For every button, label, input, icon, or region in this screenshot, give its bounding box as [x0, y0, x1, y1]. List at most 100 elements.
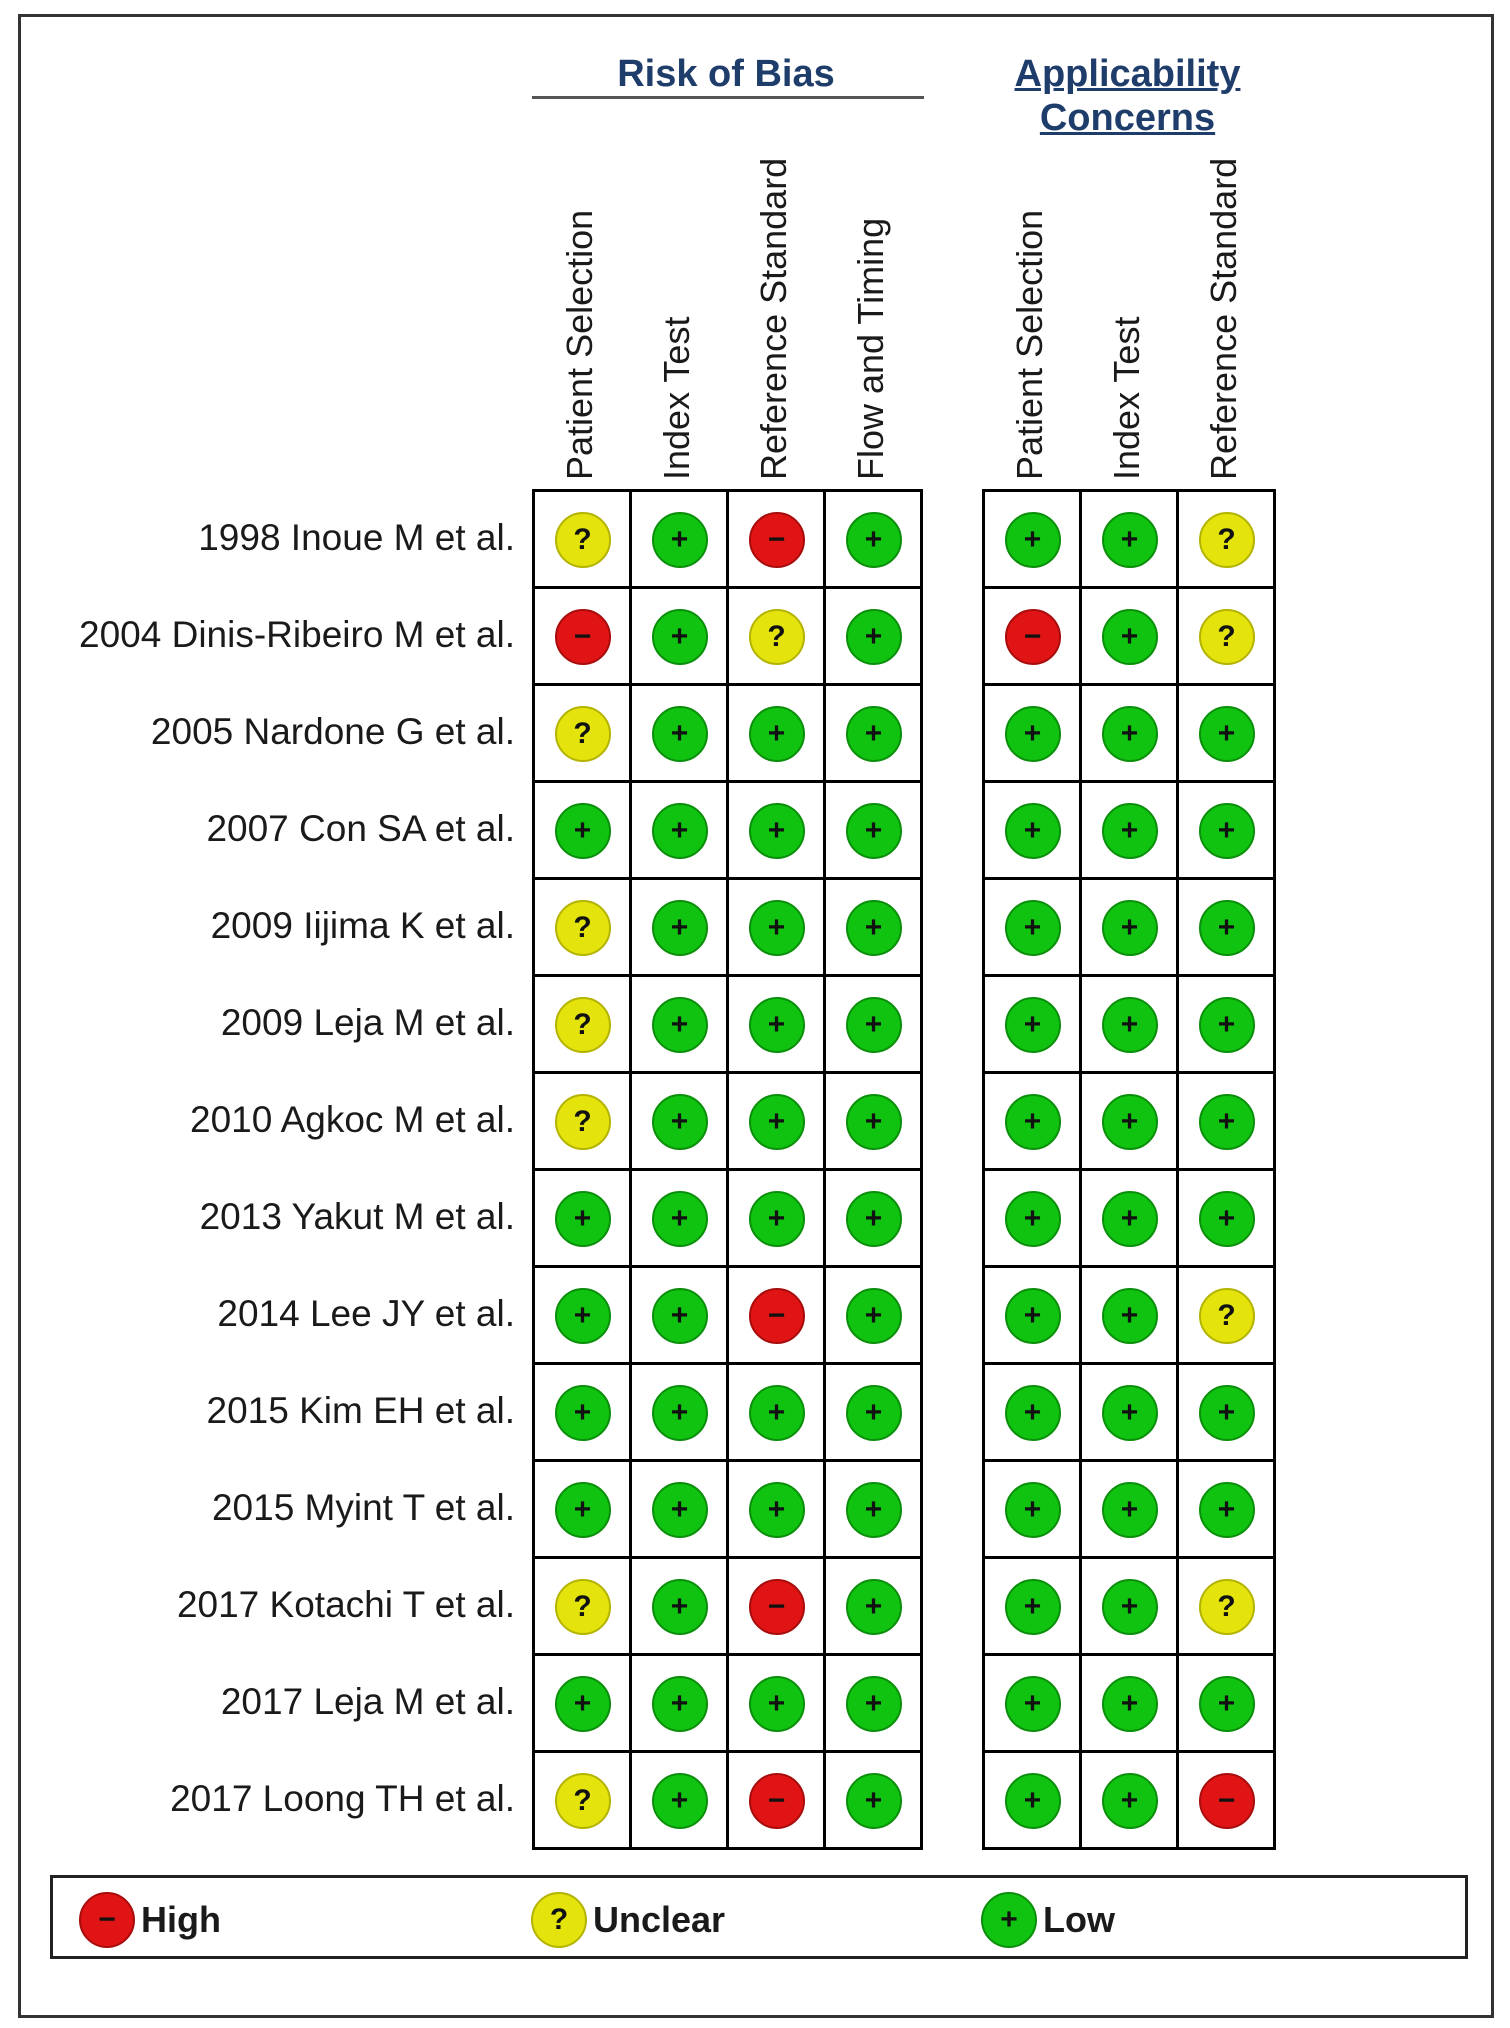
table-cell: ? [1179, 589, 1276, 686]
low-rating-icon: + [554, 1190, 611, 1247]
table-cell: ? [535, 880, 632, 977]
table-cell: + [1082, 1753, 1179, 1850]
table-cell: + [632, 492, 729, 589]
table-cell: + [826, 1365, 923, 1462]
low-rating-icon: + [1101, 511, 1158, 568]
table-cell: + [632, 1462, 729, 1559]
low-rating-icon: + [748, 1675, 805, 1732]
study-label: 2009 Iijima K et al. [210, 905, 515, 946]
table-cell: + [1082, 783, 1179, 880]
low-rating-icon: + [651, 1675, 708, 1732]
table-cell: + [1082, 1074, 1179, 1171]
low-rating-icon: + [1198, 705, 1255, 762]
study-label: 2015 Myint T et al. [211, 1487, 515, 1528]
unclear-rating-icon: ? [554, 1772, 611, 1829]
low-rating-icon: + [554, 802, 611, 859]
column-header-label: Index Test [656, 316, 697, 480]
table-cell: + [1179, 1462, 1276, 1559]
table-cell: + [535, 1171, 632, 1268]
table-cell: + [1082, 1656, 1179, 1753]
table-cell: + [985, 1171, 1082, 1268]
low-rating-icon: + [845, 802, 902, 859]
low-rating-icon: + [1198, 899, 1255, 956]
table-cell: + [1082, 1462, 1179, 1559]
low-rating-icon: + [1101, 996, 1158, 1053]
column-header-label: Flow and Timing [850, 217, 891, 480]
table-cell: + [826, 492, 923, 589]
applicability-concerns-group-title: Applicability Concerns [1014, 53, 1241, 139]
table-cell: + [632, 783, 729, 880]
table-cell: + [1179, 1074, 1276, 1171]
low-rating-icon: + [1101, 802, 1158, 859]
table-cell: + [826, 1462, 923, 1559]
column-header-label: Patient Selection [559, 209, 600, 480]
low-rating-icon: + [1101, 1190, 1158, 1247]
column-header-label: Reference Standard [1203, 157, 1244, 480]
study-label: 2015 Kim EH et al. [206, 1390, 515, 1431]
low-rating-icon: + [651, 1578, 708, 1635]
table-cell: − [729, 492, 826, 589]
table-cell: + [729, 977, 826, 1074]
table-cell: + [985, 1656, 1082, 1753]
low-rating-icon: + [1004, 511, 1061, 568]
table-cell: + [632, 589, 729, 686]
unclear-rating-icon: ? [1198, 511, 1255, 568]
table-cell: ? [535, 1074, 632, 1171]
low-rating-icon: + [748, 1384, 805, 1441]
table-cell: + [632, 686, 729, 783]
column-header-label: Patient Selection [1009, 209, 1050, 480]
study-label: 2014 Lee JY et al. [217, 1293, 515, 1334]
low-rating-icon: + [1198, 1190, 1255, 1247]
table-cell: + [1082, 1365, 1179, 1462]
table-cell: ? [1179, 492, 1276, 589]
low-rating-icon: + [554, 1675, 611, 1732]
low-rating-icon: + [748, 1190, 805, 1247]
table-cell: + [535, 783, 632, 880]
study-label: 2005 Nardone G et al. [150, 711, 515, 752]
low-rating-icon: + [845, 511, 902, 568]
low-rating-icon: + [1101, 1481, 1158, 1538]
table-cell: + [632, 1559, 729, 1656]
column-header: Patient Selection [1000, 110, 1060, 480]
unclear-rating-icon: ? [1198, 608, 1255, 665]
table-cell: + [985, 1559, 1082, 1656]
column-header-label: Index Test [1106, 316, 1147, 480]
unclear-rating-icon: ? [1198, 1287, 1255, 1344]
high-rating-icon: − [748, 1578, 805, 1635]
column-header: Index Test [647, 110, 707, 480]
table-cell: + [826, 1171, 923, 1268]
table-cell: + [535, 1462, 632, 1559]
low-rating-icon: + [1101, 1384, 1158, 1441]
table-cell: − [729, 1753, 826, 1850]
low-rating-icon: + [1101, 1772, 1158, 1829]
low-rating-icon: + [1101, 1093, 1158, 1150]
table-cell: + [985, 1268, 1082, 1365]
low-rating-icon: + [1004, 1287, 1061, 1344]
table-cell: + [826, 880, 923, 977]
low-rating-icon: + [845, 608, 902, 665]
table-cell: + [1082, 1171, 1179, 1268]
table-cell: + [826, 1559, 923, 1656]
table-cell: + [826, 686, 923, 783]
unclear-legend-icon: ? [531, 1892, 587, 1948]
column-header-label: Reference Standard [753, 157, 794, 480]
low-rating-icon: + [1004, 1578, 1061, 1635]
table-cell: ? [729, 589, 826, 686]
low-rating-icon: + [1198, 802, 1255, 859]
table-cell: + [632, 1074, 729, 1171]
table-cell: + [985, 1753, 1082, 1850]
low-rating-icon: + [845, 899, 902, 956]
table-cell: + [1179, 977, 1276, 1074]
table-cell: + [985, 1365, 1082, 1462]
study-label: 1998 Inoue M et al. [198, 517, 515, 558]
study-label: 2017 Loong TH et al. [170, 1778, 515, 1819]
table-cell: − [729, 1268, 826, 1365]
low-rating-icon: + [748, 705, 805, 762]
table-cell: + [1179, 783, 1276, 880]
legend-label: High [141, 1899, 221, 1940]
table-cell: ? [535, 977, 632, 1074]
low-rating-icon: + [1198, 996, 1255, 1053]
low-rating-icon: + [1004, 1093, 1061, 1150]
table-cell: + [729, 1171, 826, 1268]
table-cell: ? [535, 686, 632, 783]
